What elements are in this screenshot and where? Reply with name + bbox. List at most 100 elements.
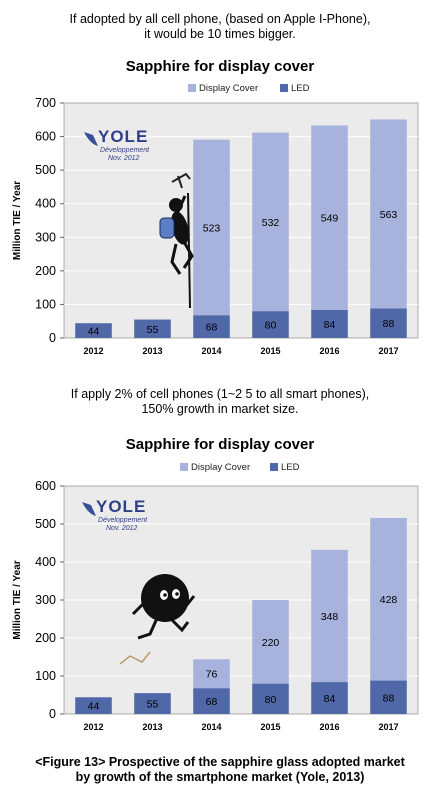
y-tick-label: 700 xyxy=(35,96,56,110)
x-tick-label: 2017 xyxy=(378,346,398,356)
climber-body xyxy=(171,211,189,245)
bar-led xyxy=(193,315,230,338)
chart1-title: Sapphire for display cover xyxy=(125,58,315,75)
runner-figure xyxy=(119,574,196,665)
bar-led xyxy=(193,688,230,714)
y-tick-label: 500 xyxy=(35,163,56,177)
y-tick-label: 200 xyxy=(35,631,56,645)
x-tick-label: 2012 xyxy=(83,722,103,732)
bar-display-cover xyxy=(193,659,230,689)
legend-label: LED xyxy=(291,83,310,94)
bar-display-cover xyxy=(311,125,348,310)
bar-display-cover xyxy=(252,600,289,684)
bar-label-led: 88 xyxy=(383,692,395,704)
bar-label-led: 84 xyxy=(324,319,336,331)
y-tick-label: 500 xyxy=(35,517,56,531)
bar-label-display-cover: 549 xyxy=(321,213,339,225)
climber-figure xyxy=(159,172,194,309)
x-tick-label: 2013 xyxy=(142,346,162,356)
chart-2: 0 100 200 300 400 500 600 Million TIE / Year Dis… xyxy=(12,462,419,732)
logo-mark-icon xyxy=(82,502,96,516)
x-tick-label: 2015 xyxy=(260,346,280,356)
top-note: If adopted by all cell phone, (based on … xyxy=(0,12,440,42)
bar-led xyxy=(134,693,171,714)
legend-label: Display Cover xyxy=(191,462,250,473)
y-tick-label: 300 xyxy=(35,593,56,607)
bar-label-led: 55 xyxy=(147,324,159,336)
climber-legs xyxy=(170,239,194,275)
legend-swatch xyxy=(270,463,278,471)
legend-swatch xyxy=(188,84,196,92)
x-tick-label: 2016 xyxy=(319,722,339,732)
x-tick-label: 2015 xyxy=(260,722,280,732)
legend-swatch xyxy=(280,84,288,92)
y-tick-label: 0 xyxy=(49,707,56,721)
bar-label-led: 80 xyxy=(265,694,277,706)
bar-label-display-cover: 563 xyxy=(380,209,398,221)
bar-led xyxy=(370,308,407,338)
bar-display-cover xyxy=(370,517,407,681)
caption-line1: <Figure 13> Prospective of the sapphire … xyxy=(35,755,405,769)
bar-label-led: 44 xyxy=(88,701,100,713)
middle-note-line2: 150% growth in market size. xyxy=(141,402,299,416)
logo-sub1: Développement xyxy=(98,517,148,524)
logo-sub2: Nov. 2012 xyxy=(106,525,137,532)
caption-line2: by growth of the smartphone market (Yole… xyxy=(75,770,365,784)
runner-legs xyxy=(137,615,190,640)
x-tick-label: 2014 xyxy=(201,346,221,356)
y-tick-label: 100 xyxy=(35,669,56,683)
bar-led xyxy=(134,319,171,338)
bar-led xyxy=(370,680,407,714)
y-tick-label: 600 xyxy=(35,130,56,144)
dust-lines-icon xyxy=(119,651,151,665)
logo-name: YOLE xyxy=(96,497,146,516)
legend-label: LED xyxy=(281,462,300,473)
middle-note-line1: If apply 2% of cell phones (1~2 5 to all… xyxy=(70,387,370,401)
bar-led xyxy=(75,697,112,714)
figure-caption: <Figure 13> Prospective of the sapphire … xyxy=(0,755,440,785)
y-tick-label: 200 xyxy=(35,264,56,278)
x-tick-label: 2013 xyxy=(142,722,162,732)
bar-display-cover xyxy=(370,119,407,309)
plot-area xyxy=(63,102,419,339)
chart-1: 0 100 200 300 400 500 600 700 Million TIE / Year… xyxy=(12,83,419,356)
bar-label-led: 55 xyxy=(147,699,159,711)
y-tick-label: 400 xyxy=(35,197,56,211)
y-axis-label: Million TIE / Year xyxy=(12,181,23,260)
bar-label-display-cover: 523 xyxy=(203,222,221,234)
bar-led xyxy=(311,682,348,714)
logo-sub2: Nov. 2012 xyxy=(108,155,139,162)
bar-label-display-cover: 220 xyxy=(262,637,280,649)
bar-led xyxy=(75,323,112,338)
bar-led xyxy=(311,309,348,338)
bar-led xyxy=(252,311,289,338)
bar-label-led: 84 xyxy=(324,693,336,705)
bar-label-display-cover: 348 xyxy=(321,611,339,623)
y-tick-label: 300 xyxy=(35,230,56,244)
chart2-title: Sapphire for display cover xyxy=(125,436,315,453)
bar-display-cover xyxy=(252,132,289,312)
x-tick-label: 2017 xyxy=(378,722,398,732)
top-note-line2: it would be 10 times bigger. xyxy=(144,27,296,41)
y-tick-label: 0 xyxy=(49,331,56,345)
runner-pupil-left xyxy=(163,593,167,597)
backpack-icon xyxy=(159,217,175,239)
bar-label-display-cover: 532 xyxy=(262,217,280,229)
x-tick-label: 2016 xyxy=(319,346,339,356)
bar-label-led: 68 xyxy=(206,696,218,708)
bar-label-led: 44 xyxy=(88,326,100,338)
bar-label-led: 88 xyxy=(383,318,395,330)
x-tick-label: 2014 xyxy=(201,722,221,732)
logo-sub1: Développement xyxy=(100,147,150,154)
bar-display-cover xyxy=(311,549,348,683)
bar-led xyxy=(252,683,289,714)
top-note-line1: If adopted by all cell phone, (based on … xyxy=(69,12,371,26)
middle-note: If apply 2% of cell phones (1~2 5 to all… xyxy=(0,387,440,417)
bar-display-cover xyxy=(193,139,230,316)
legend-label: Display Cover xyxy=(199,83,258,94)
runner-arms xyxy=(131,595,196,616)
y-tick-label: 400 xyxy=(35,555,56,569)
y-tick-label: 600 xyxy=(35,479,56,493)
